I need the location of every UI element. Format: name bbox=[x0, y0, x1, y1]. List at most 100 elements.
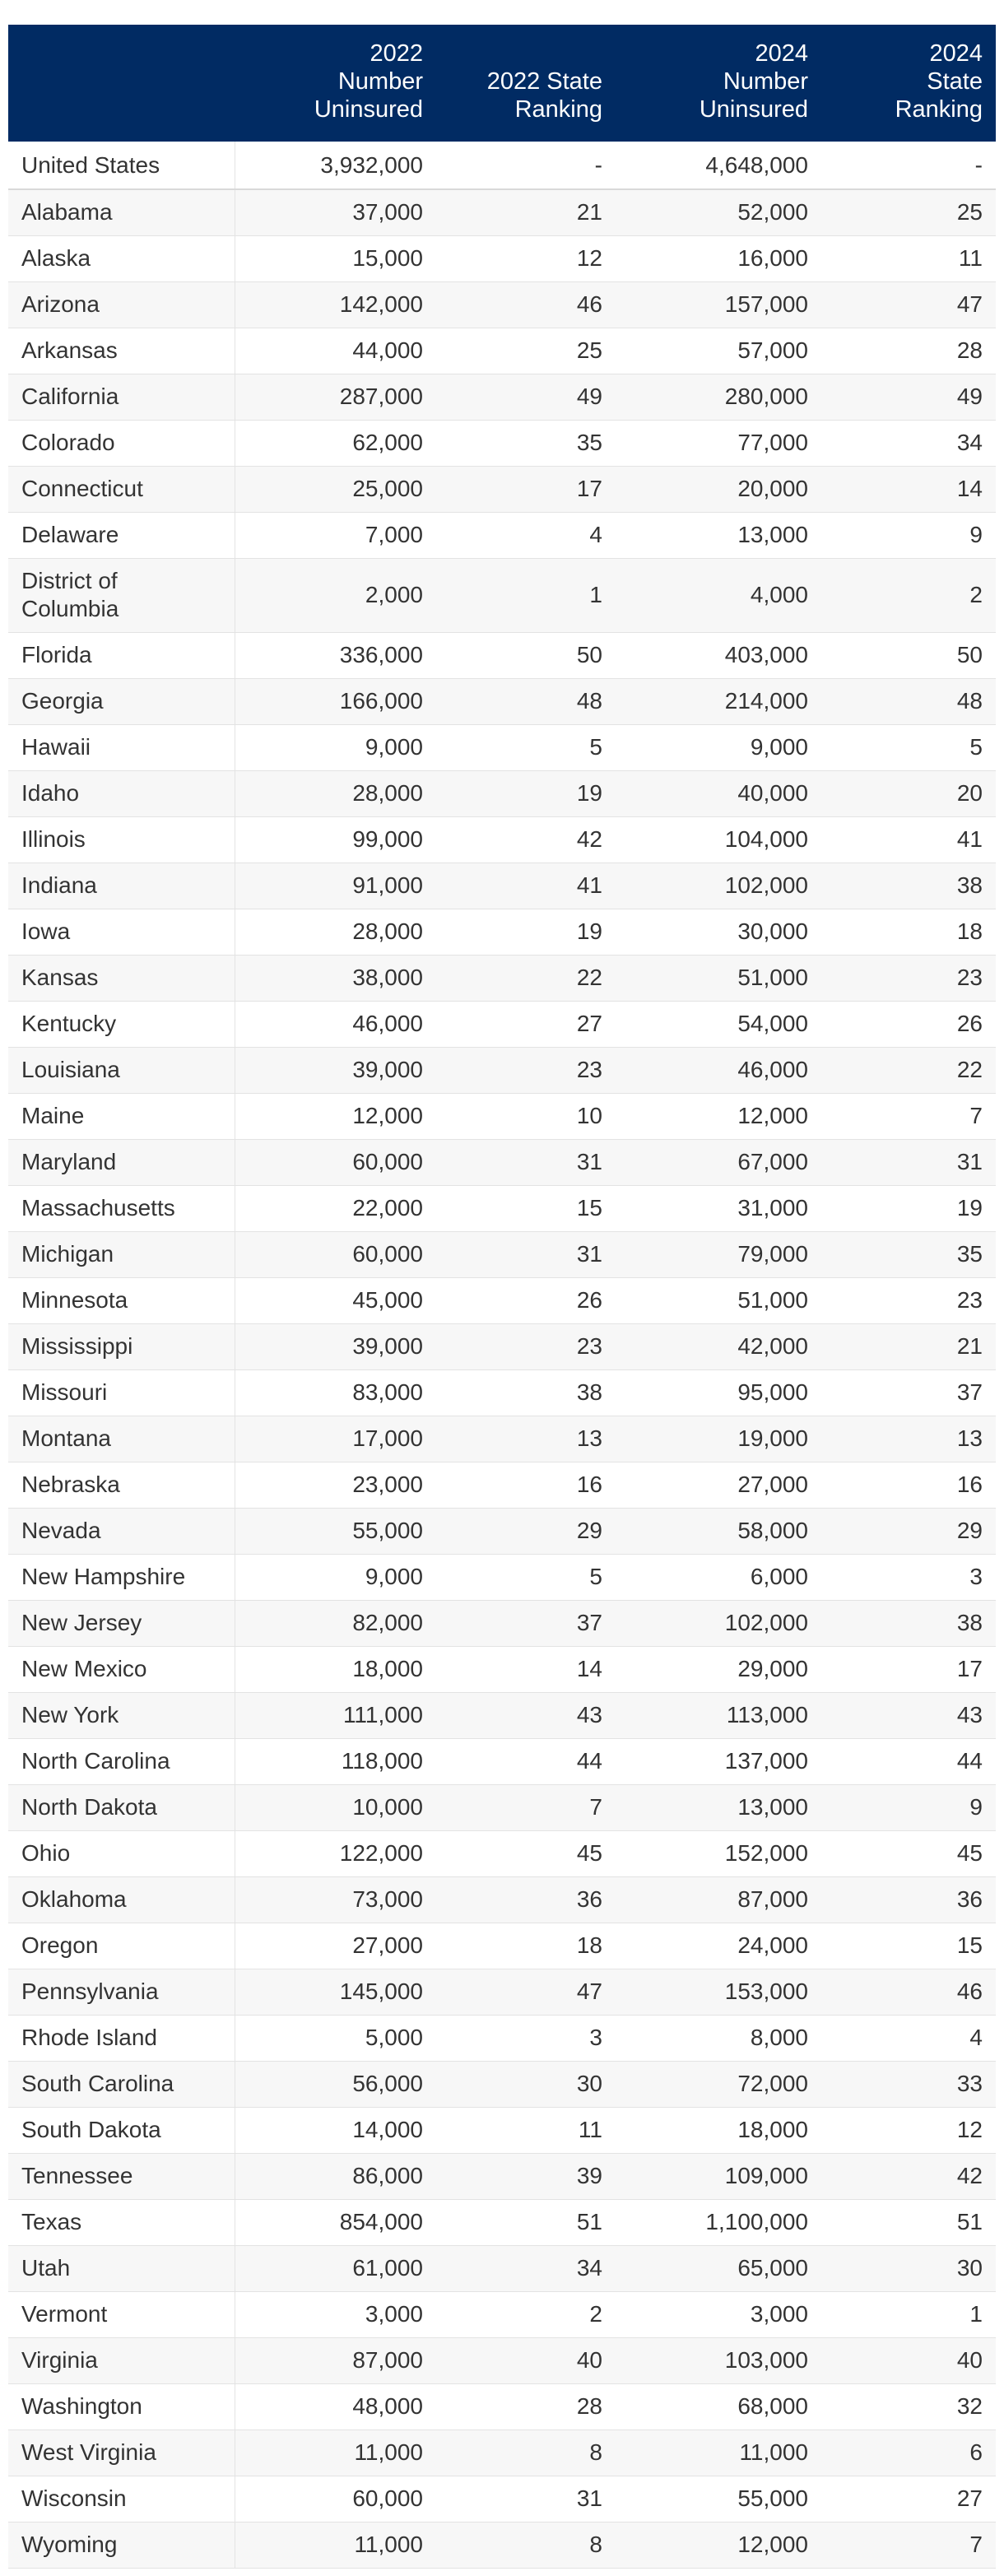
table-row: Nebraska 23,000 16 27,000 16 bbox=[8, 1462, 996, 1509]
table-row: District of Columbia 2,000 1 4,000 2 bbox=[8, 558, 996, 633]
cell-2022-state-ranking: 31 bbox=[436, 2476, 616, 2523]
table-row: Michigan 60,000 31 79,000 35 bbox=[8, 1231, 996, 1278]
cell-state: Ohio bbox=[8, 1830, 235, 1877]
table-row: Kentucky 46,000 27 54,000 26 bbox=[8, 1001, 996, 1048]
cell-2022-number-uninsured: 45,000 bbox=[235, 1277, 436, 1324]
cell-2024-number-uninsured: 46,000 bbox=[616, 1047, 821, 1094]
table-row: Maine 12,000 10 12,000 7 bbox=[8, 1093, 996, 1140]
cell-2022-number-uninsured: 27,000 bbox=[235, 1923, 436, 1969]
cell-2022-state-ranking: 39 bbox=[436, 2153, 616, 2200]
cell-2024-state-ranking: 6 bbox=[821, 2430, 996, 2476]
cell-2024-state-ranking: 13 bbox=[821, 1416, 996, 1462]
cell-2022-number-uninsured: 48,000 bbox=[235, 2383, 436, 2430]
cell-2024-state-ranking: 46 bbox=[821, 1969, 996, 2016]
cell-2024-number-uninsured: 16,000 bbox=[616, 235, 821, 282]
cell-2022-number-uninsured: 83,000 bbox=[235, 1369, 436, 1416]
cell-2024-state-ranking: 30 bbox=[821, 2245, 996, 2292]
cell-state: Florida bbox=[8, 632, 235, 679]
cell-2024-number-uninsured: 6,000 bbox=[616, 1554, 821, 1601]
cell-2022-number-uninsured: 86,000 bbox=[235, 2153, 436, 2200]
cell-2022-state-ranking: 29 bbox=[436, 1508, 616, 1555]
cell-2022-number-uninsured: 28,000 bbox=[235, 770, 436, 817]
cell-2022-state-ranking: 16 bbox=[436, 1462, 616, 1509]
uninsured-by-state-table: 2022 Number Uninsured 2022 State Ranking… bbox=[8, 25, 996, 2569]
cell-2022-state-ranking: 41 bbox=[436, 863, 616, 909]
cell-2024-number-uninsured: 55,000 bbox=[616, 2476, 821, 2523]
cell-2024-state-ranking: 9 bbox=[821, 512, 996, 559]
cell-2024-number-uninsured: 4,648,000 bbox=[616, 142, 821, 190]
cell-2024-state-ranking: 20 bbox=[821, 770, 996, 817]
cell-state: Nevada bbox=[8, 1508, 235, 1555]
cell-2024-number-uninsured: 95,000 bbox=[616, 1369, 821, 1416]
cell-2024-number-uninsured: 68,000 bbox=[616, 2383, 821, 2430]
cell-2022-state-ranking: 5 bbox=[436, 1554, 616, 1601]
cell-2024-number-uninsured: 30,000 bbox=[616, 909, 821, 956]
cell-2024-state-ranking: 48 bbox=[821, 678, 996, 725]
cell-2022-state-ranking: 13 bbox=[436, 1416, 616, 1462]
cell-2022-state-ranking: 44 bbox=[436, 1738, 616, 1785]
cell-state: Indiana bbox=[8, 863, 235, 909]
cell-2024-state-ranking: 41 bbox=[821, 816, 996, 863]
cell-2024-number-uninsured: 13,000 bbox=[616, 512, 821, 559]
table-row: Idaho 28,000 19 40,000 20 bbox=[8, 770, 996, 817]
cell-2024-number-uninsured: 29,000 bbox=[616, 1646, 821, 1693]
cell-2022-number-uninsured: 28,000 bbox=[235, 909, 436, 956]
cell-2022-state-ranking: 50 bbox=[436, 632, 616, 679]
cell-2024-state-ranking: 42 bbox=[821, 2153, 996, 2200]
cell-state: Idaho bbox=[8, 770, 235, 817]
cell-2024-state-ranking: 7 bbox=[821, 2522, 996, 2569]
cell-state: Arizona bbox=[8, 281, 235, 328]
cell-2024-number-uninsured: 280,000 bbox=[616, 374, 821, 421]
cell-2024-number-uninsured: 102,000 bbox=[616, 1600, 821, 1647]
cell-2022-number-uninsured: 10,000 bbox=[235, 1784, 436, 1831]
cell-state: Louisiana bbox=[8, 1047, 235, 1094]
cell-2022-state-ranking: 46 bbox=[436, 281, 616, 328]
cell-2022-state-ranking: 15 bbox=[436, 1185, 616, 1232]
cell-2022-number-uninsured: 145,000 bbox=[235, 1969, 436, 2016]
cell-2024-state-ranking: 49 bbox=[821, 374, 996, 421]
cell-2022-number-uninsured: 60,000 bbox=[235, 1139, 436, 1186]
table-row: Alaska 15,000 12 16,000 11 bbox=[8, 235, 996, 282]
cell-2022-state-ranking: 40 bbox=[436, 2337, 616, 2384]
cell-2024-number-uninsured: 27,000 bbox=[616, 1462, 821, 1509]
cell-2024-number-uninsured: 51,000 bbox=[616, 955, 821, 1002]
cell-2022-state-ranking: 23 bbox=[436, 1047, 616, 1094]
table-row: New Mexico 18,000 14 29,000 17 bbox=[8, 1646, 996, 1693]
cell-2024-state-ranking: 45 bbox=[821, 1830, 996, 1877]
cell-2024-state-ranking: 33 bbox=[821, 2061, 996, 2108]
cell-2022-state-ranking: 26 bbox=[436, 1277, 616, 1324]
table-header: 2022 Number Uninsured 2022 State Ranking… bbox=[8, 25, 996, 142]
table-row: New Jersey 82,000 37 102,000 38 bbox=[8, 1600, 996, 1647]
cell-state: Oklahoma bbox=[8, 1876, 235, 1923]
table-row: Tennessee 86,000 39 109,000 42 bbox=[8, 2153, 996, 2200]
cell-2022-state-ranking: 19 bbox=[436, 909, 616, 956]
table-row: Oklahoma 73,000 36 87,000 36 bbox=[8, 1876, 996, 1923]
cell-state: Pennsylvania bbox=[8, 1969, 235, 2016]
cell-state: Illinois bbox=[8, 816, 235, 863]
cell-2024-state-ranking: 2 bbox=[821, 558, 996, 633]
table-row: Virginia 87,000 40 103,000 40 bbox=[8, 2337, 996, 2384]
cell-state: Delaware bbox=[8, 512, 235, 559]
cell-2024-state-ranking: 23 bbox=[821, 955, 996, 1002]
table-row: Mississippi 39,000 23 42,000 21 bbox=[8, 1323, 996, 1370]
table-row: North Dakota 10,000 7 13,000 9 bbox=[8, 1784, 996, 1831]
table-body: United States 3,932,000-4,648,000- Alabama… bbox=[8, 142, 996, 2569]
table-row: Alabama 37,000 21 52,000 25 bbox=[8, 189, 996, 236]
cell-2022-state-ranking: 10 bbox=[436, 1093, 616, 1140]
cell-2024-state-ranking: 16 bbox=[821, 1462, 996, 1509]
cell-2024-number-uninsured: 18,000 bbox=[616, 2107, 821, 2154]
cell-state: Vermont bbox=[8, 2291, 235, 2338]
cell-2022-number-uninsured: 2,000 bbox=[235, 558, 436, 633]
table-row: Washington 48,000 28 68,000 32 bbox=[8, 2383, 996, 2430]
cell-2024-number-uninsured: 87,000 bbox=[616, 1876, 821, 1923]
cell-state: Kentucky bbox=[8, 1001, 235, 1048]
cell-2022-number-uninsured: 82,000 bbox=[235, 1600, 436, 1647]
cell-2024-number-uninsured: 12,000 bbox=[616, 2522, 821, 2569]
cell-2022-number-uninsured: 3,932,000 bbox=[235, 142, 436, 190]
cell-2024-number-uninsured: 31,000 bbox=[616, 1185, 821, 1232]
cell-2022-state-ranking: 35 bbox=[436, 420, 616, 467]
cell-state: Minnesota bbox=[8, 1277, 235, 1324]
cell-2024-state-ranking: 47 bbox=[821, 281, 996, 328]
header-row: 2022 Number Uninsured 2022 State Ranking… bbox=[8, 25, 996, 142]
cell-2024-number-uninsured: 152,000 bbox=[616, 1830, 821, 1877]
